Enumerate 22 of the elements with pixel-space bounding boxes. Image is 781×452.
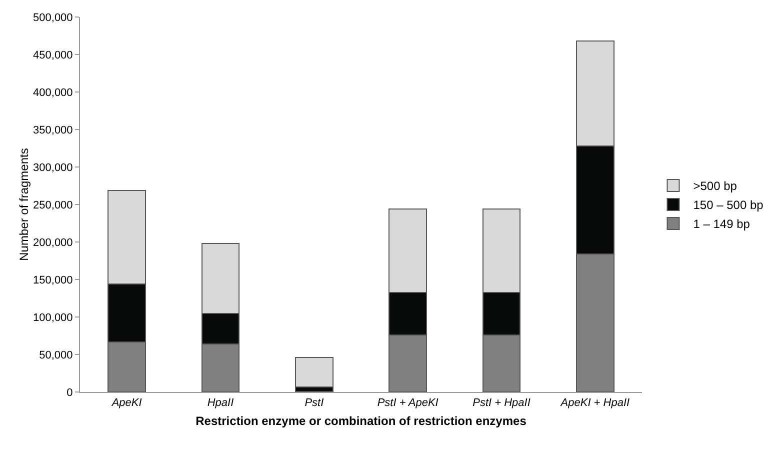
y-tick-label: 200,000	[33, 236, 73, 249]
x-axis-title: Restriction enzyme or combination of restriction enzymes	[196, 414, 527, 428]
y-tick-label: 500,000	[33, 12, 73, 24]
y-tick-label: 0	[66, 386, 73, 399]
y-tick-label: 350,000	[33, 124, 73, 136]
y-tick-label: 300,000	[33, 162, 73, 174]
x-tick-label: PstI	[304, 397, 324, 410]
legend-label: 150 – 500 bp	[693, 198, 764, 212]
y-tick-label: 250,000	[33, 199, 73, 212]
x-tick-label: ApeKI + HpaII	[560, 397, 630, 410]
y-tick-label: 100,000	[33, 312, 73, 324]
y-tick-label: 450,000	[33, 49, 73, 62]
y-tick-label: 50,000	[39, 349, 73, 362]
x-tick-label: PstI + ApeKI	[377, 397, 438, 410]
y-axis-title: Number of fragments	[17, 148, 32, 261]
y-tick-label: 400,000	[33, 86, 73, 99]
legend-label: 1 – 149 bp	[693, 217, 750, 232]
x-tick-label: PstI + HpaII	[472, 397, 530, 410]
y-tick-label: 150,000	[33, 274, 73, 286]
x-tick-label: HpaII	[207, 397, 234, 410]
legend-label: >500 bp	[693, 179, 738, 194]
x-tick-label: ApeKI	[110, 397, 142, 410]
